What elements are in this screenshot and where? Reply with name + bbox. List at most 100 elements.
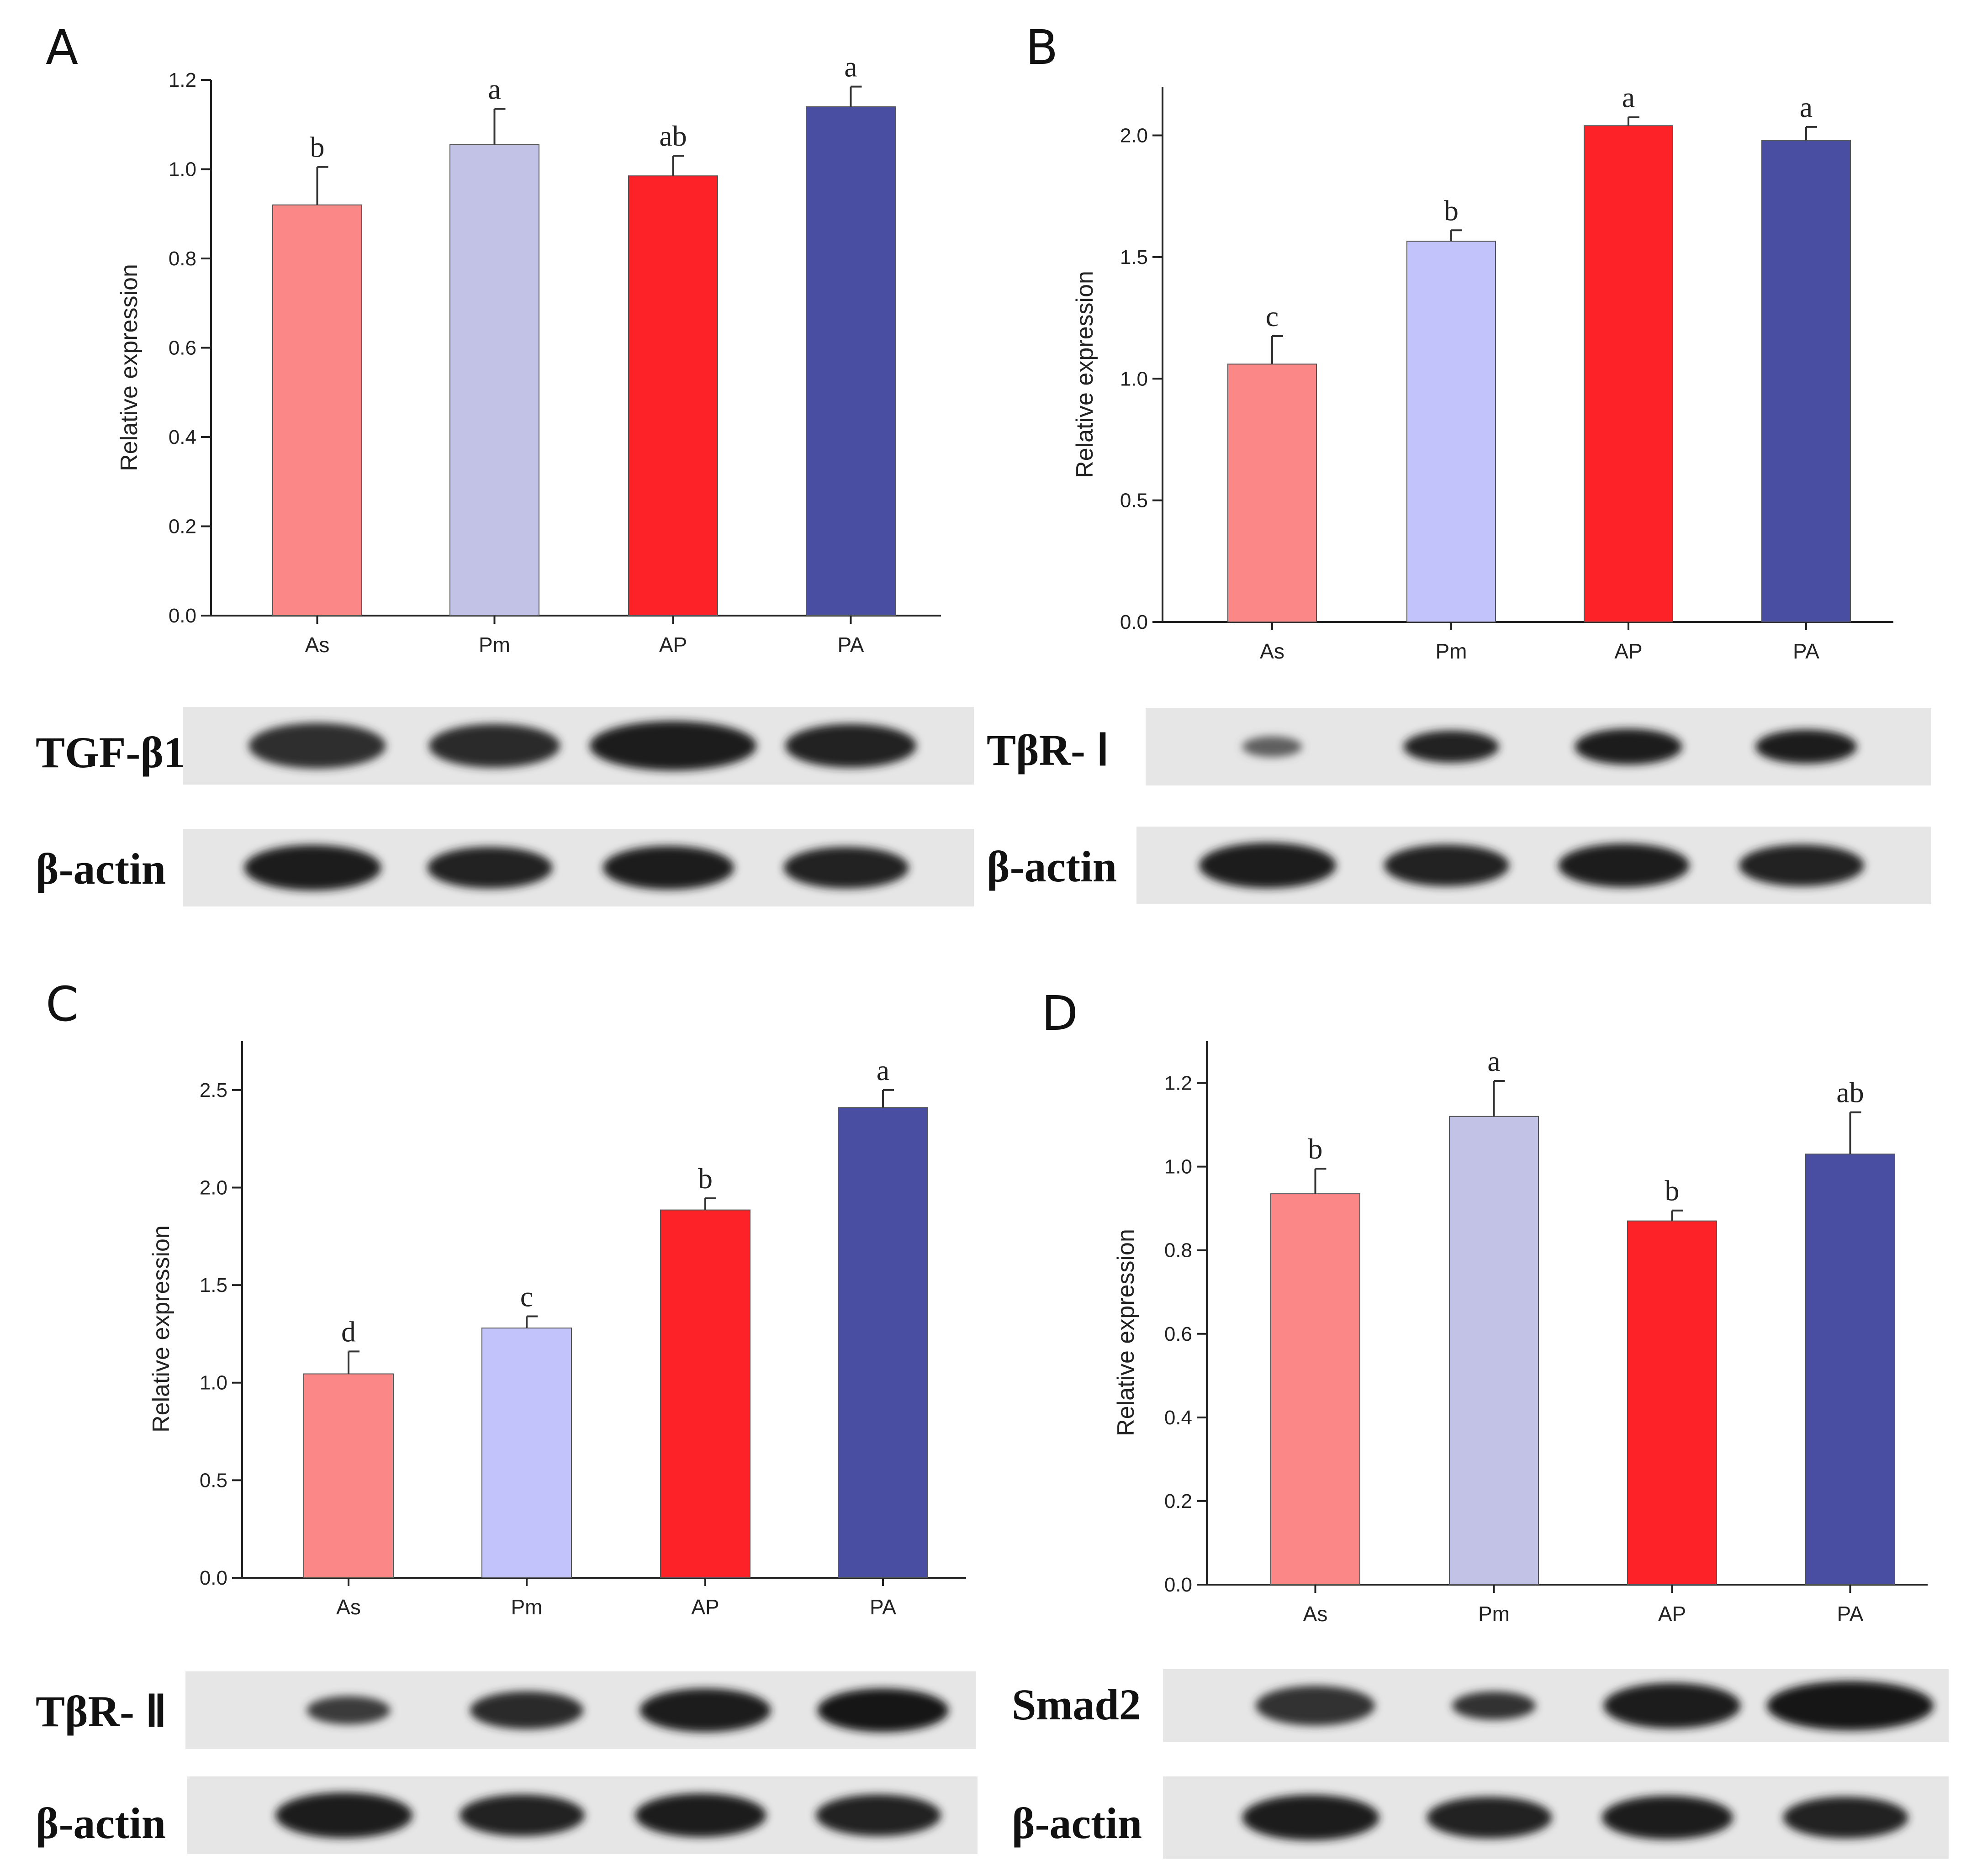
blot-band-pm [1403, 730, 1499, 763]
y-tick-label: 1.0 [200, 1372, 227, 1394]
blot-label-control: β-actin [1012, 1799, 1142, 1848]
blot-label-control: β-actin [36, 844, 166, 893]
significance-label: b [310, 131, 325, 163]
blot-band-ap [1558, 843, 1690, 887]
y-tick-label: 0.4 [169, 426, 196, 448]
blot-label-target: TGF-β1 [36, 728, 185, 777]
blot-strip-target [185, 1671, 976, 1749]
y-tick-label: 0.5 [200, 1469, 227, 1491]
blot-band-pa [1783, 1797, 1908, 1839]
y-tick-label: 0.8 [169, 248, 196, 270]
significance-label: b [1444, 194, 1459, 227]
blot-band-ap [639, 1688, 771, 1732]
significance-label: ab [659, 120, 687, 152]
y-tick-label: 0.6 [1164, 1323, 1192, 1345]
y-tick-label: 0.0 [200, 1567, 227, 1589]
blot-band-ap [603, 846, 734, 890]
blot-label-target: TβR- Ⅰ [987, 726, 1109, 775]
y-tick-label: 0.0 [1164, 1574, 1192, 1596]
y-tick-label: 0.6 [169, 337, 196, 359]
bar-pa [806, 106, 896, 616]
y-tick-label: 0.4 [1164, 1407, 1192, 1429]
bar-as [303, 1373, 394, 1578]
significance-label: b [1665, 1175, 1680, 1207]
y-tick-label: 1.2 [1164, 1072, 1192, 1095]
x-tick-label: As [1303, 1602, 1328, 1626]
significance-label: c [1266, 300, 1279, 332]
bar-as [1270, 1193, 1360, 1586]
panel-c: C 0.0 0.5 1.0 1.5 2.0 2.5 Relative expression As… [36, 976, 978, 1854]
y-tick-label: 1.5 [200, 1274, 227, 1296]
x-tick-label: AP [659, 633, 687, 657]
x-tick-label: Pm [1478, 1602, 1510, 1626]
blot-band-pm [470, 1691, 583, 1729]
blot-band-as [1242, 1795, 1379, 1840]
bar-pm [1406, 241, 1496, 622]
y-tick-label: 0.2 [169, 516, 196, 538]
significance-label: a [877, 1054, 889, 1086]
significance-label: ab [1836, 1076, 1864, 1109]
x-tick-label: As [336, 1595, 361, 1619]
blot-strip-target [1163, 1669, 1949, 1742]
blot-band-ap [1602, 1796, 1733, 1839]
panel-b: B 0.0 0.5 1.0 1.5 2.0 Relative expression As c Pm… [987, 20, 1931, 904]
x-tick-label: Pm [511, 1595, 543, 1619]
bar-pa [1805, 1154, 1895, 1585]
blot-strip-target [183, 707, 974, 785]
y-tick-label: 0.0 [169, 605, 196, 627]
bar-ap [660, 1209, 750, 1578]
blot-band-pa [1767, 1681, 1934, 1731]
blot-strip-control [187, 1776, 978, 1854]
significance-label: d [341, 1315, 356, 1348]
blot-band-pa [816, 1794, 941, 1836]
y-axis-title: Relative expression [1113, 1229, 1139, 1436]
bar-ap [1627, 1220, 1717, 1586]
blot-band-pm [1452, 1691, 1536, 1720]
blot-band-pm [1427, 1797, 1552, 1839]
bar-ap [628, 175, 718, 617]
significance-label: a [1622, 81, 1635, 114]
blot-band-as [1242, 736, 1302, 757]
y-tick-label: 2.0 [200, 1176, 227, 1199]
blot-band-pm [427, 847, 553, 889]
y-tick-label: 1.2 [169, 69, 196, 91]
x-tick-label: PA [838, 633, 864, 657]
y-tick-label: 1.0 [1120, 368, 1148, 390]
x-tick-label: AP [691, 1595, 719, 1619]
bar-pa [838, 1107, 928, 1578]
y-axis-title: Relative expression [116, 264, 143, 471]
blot-band-pa [1739, 844, 1864, 886]
panel-a: A 0.0 0.2 0.4 0.6 0.8 1.0 1.2 Relative expressio… [36, 20, 974, 906]
blot-band-as [248, 723, 386, 769]
significance-label: a [844, 51, 857, 83]
significance-label: a [488, 73, 501, 105]
blot-band-pm [1384, 844, 1509, 886]
x-tick-label: PA [870, 1595, 896, 1619]
y-tick-label: 0.0 [1120, 611, 1148, 633]
x-tick-label: PA [1793, 639, 1819, 663]
blot-band-ap [1575, 728, 1682, 765]
blot-band-as [307, 1696, 391, 1725]
panel-letter: D [1041, 985, 1078, 1041]
x-tick-label: Pm [1436, 639, 1467, 663]
significance-label: c [520, 1280, 533, 1312]
bar-pm [449, 144, 539, 616]
blot-band-as [1256, 1686, 1375, 1726]
blot-label-target: TβR- Ⅱ [36, 1687, 167, 1736]
blot-strip-control [183, 829, 974, 906]
bar-as [272, 204, 362, 616]
y-tick-label: 0.8 [1164, 1239, 1192, 1262]
blot-strip-control [1163, 1776, 1949, 1859]
bar-pm [481, 1328, 572, 1578]
x-tick-label: AP [1614, 639, 1642, 663]
y-axis-title: Relative expression [148, 1225, 174, 1433]
y-tick-label: 1.0 [169, 158, 196, 181]
blot-band-ap [635, 1793, 766, 1837]
blot-band-pm [429, 724, 560, 768]
bar-pm [1449, 1116, 1539, 1585]
significance-label: b [1308, 1133, 1323, 1165]
blot-band-ap [1603, 1683, 1741, 1728]
significance-label: a [1800, 91, 1813, 123]
y-tick-label: 1.5 [1120, 246, 1148, 269]
